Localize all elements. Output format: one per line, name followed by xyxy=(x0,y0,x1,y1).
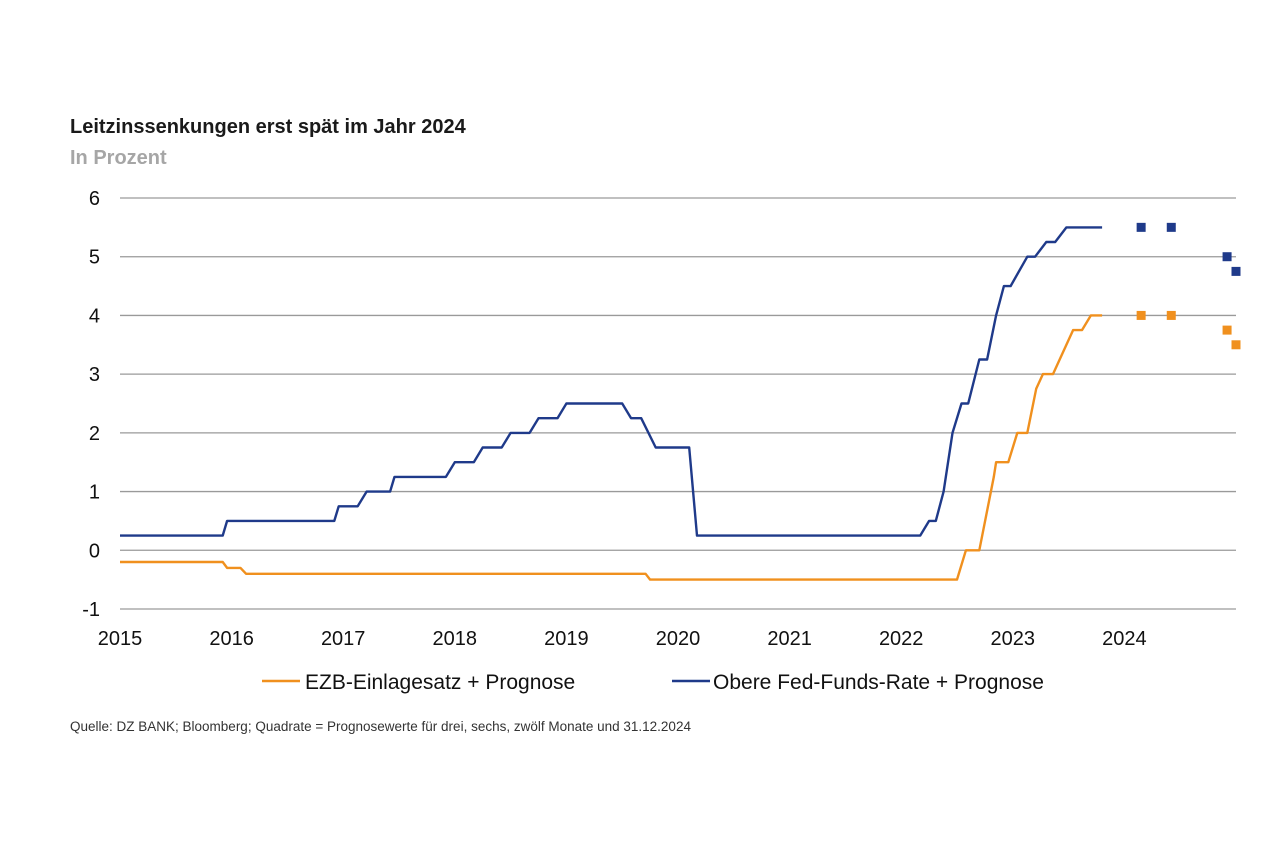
forecast-point xyxy=(1136,310,1146,320)
legend-label: Obere Fed-Funds-Rate + Prognose xyxy=(713,671,1044,694)
forecast-point xyxy=(1166,310,1176,320)
y-tick-label: 4 xyxy=(89,305,100,327)
series-lines xyxy=(120,226,1103,581)
legend: EZB-Einlagesatz + Prognose Obere Fed-Fund… xyxy=(262,671,1044,694)
x-tick-label: 2018 xyxy=(433,628,478,650)
x-tick-label: 2022 xyxy=(879,628,924,650)
gridlines xyxy=(120,197,1236,610)
x-tick-label: 2023 xyxy=(991,628,1036,650)
x-tick-label: 2016 xyxy=(209,628,254,650)
forecast-point xyxy=(1222,252,1232,262)
forecast-point xyxy=(1231,266,1241,276)
forecast-point xyxy=(1231,340,1241,350)
source-note: Quelle: DZ BANK; Bloomberg; Quadrate = P… xyxy=(70,719,691,734)
x-tick-label: 2021 xyxy=(767,628,812,650)
y-tick-label: 1 xyxy=(89,482,100,504)
y-tick-label: 3 xyxy=(89,364,100,386)
forecast-point xyxy=(1222,325,1232,335)
forecast-markers xyxy=(1136,222,1241,350)
forecast-point xyxy=(1136,222,1146,232)
y-tick-label: -1 xyxy=(82,599,100,621)
x-tick-label: 2015 xyxy=(98,628,143,650)
x-tick-label: 2020 xyxy=(656,628,701,650)
y-axis-labels: -1 0 1 2 3 4 5 6 xyxy=(82,188,100,621)
x-axis-labels: 2015 2016 2017 2018 2019 2020 2021 2022 2023 2024 xyxy=(98,628,1147,650)
x-tick-label: 2024 xyxy=(1102,628,1147,650)
y-tick-label: 6 xyxy=(89,188,100,210)
chart-title: Leitzinssenkungen erst spät im Jahr 2024 xyxy=(70,116,466,138)
x-tick-label: 2017 xyxy=(321,628,366,650)
chart-subtitle: In Prozent xyxy=(70,147,167,169)
series-line-1 xyxy=(120,226,1103,537)
forecast-point xyxy=(1166,222,1176,232)
y-tick-label: 5 xyxy=(89,247,100,269)
x-tick-label: 2019 xyxy=(544,628,589,650)
y-tick-label: 0 xyxy=(89,540,100,562)
y-tick-label: 2 xyxy=(89,423,100,445)
legend-label: EZB-Einlagesatz + Prognose xyxy=(305,671,575,694)
series-line-0 xyxy=(120,314,1103,581)
